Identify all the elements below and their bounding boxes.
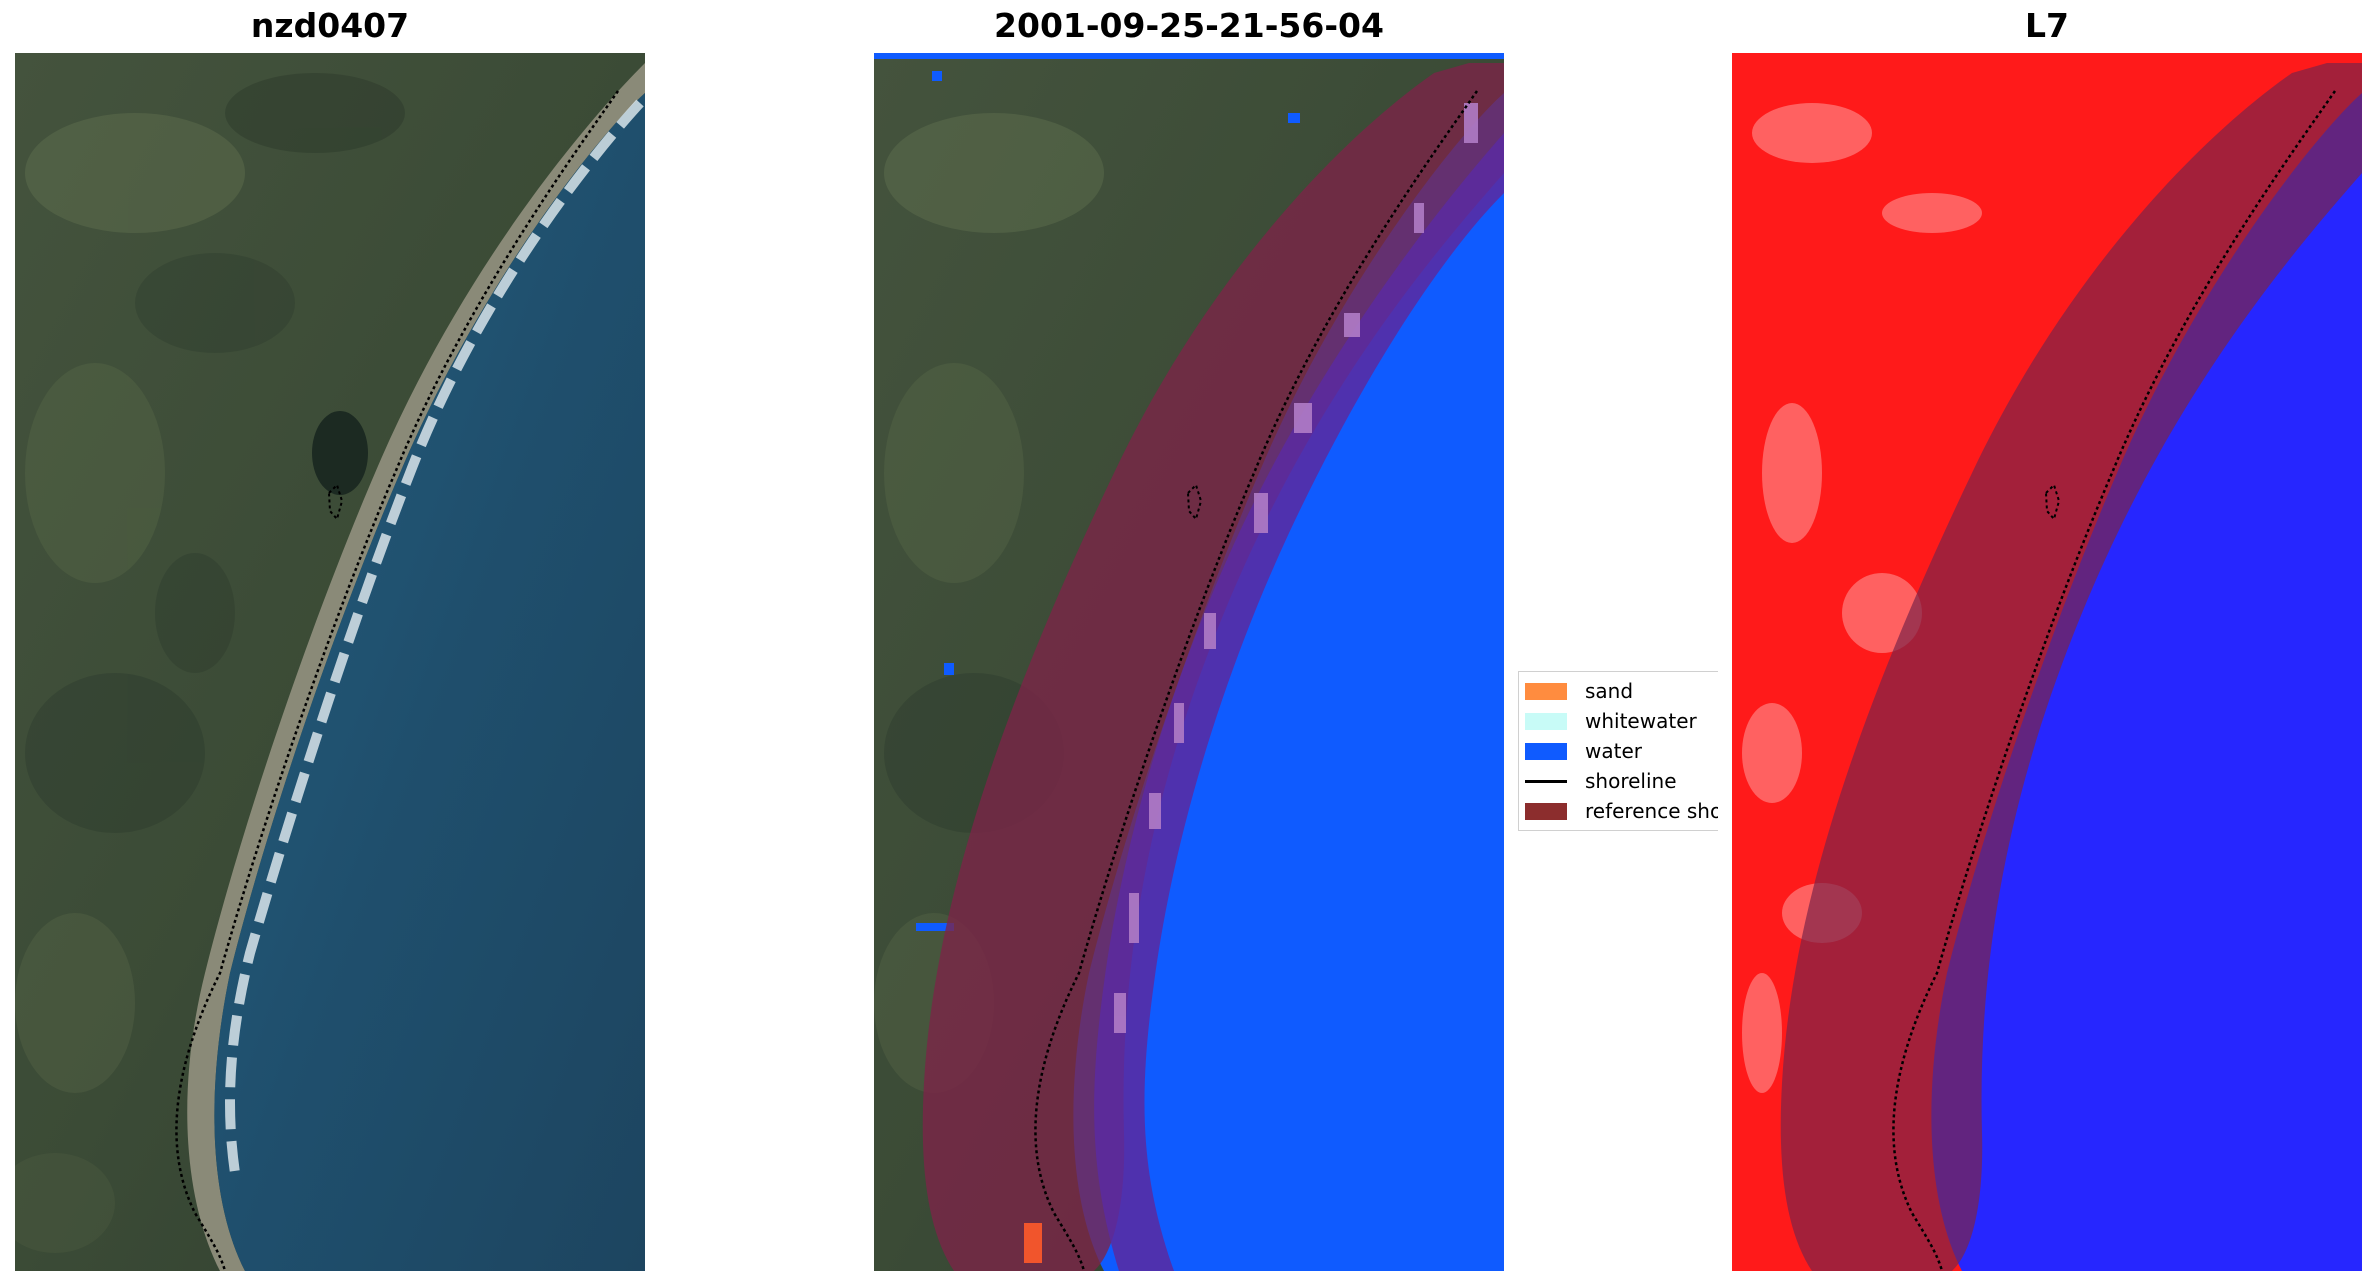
legend-label-sand: sand [1585,679,1634,703]
reference-shoreline-swatch [1525,802,1567,820]
legend-label-shoreline: shoreline [1585,769,1677,793]
water-swatch [1525,742,1567,760]
water-class-top [874,53,1504,59]
index-land-texture [1742,103,1982,1093]
dark-lake [312,411,368,495]
panel-title-classified: 2001-09-25-21-56-04 [994,6,1384,45]
legend-item-reference-shoreline-buffer: reference shoreline buffer [1525,798,1718,824]
legend-label-water: water [1585,739,1642,763]
shoreline-swatch [1525,779,1567,783]
legend-item-water: water [1525,738,1642,764]
buffer [1780,63,2362,1271]
classified-image-panel [874,53,1504,1271]
classified-image [874,53,1504,1271]
rgb-image [15,53,645,1271]
legend-item-whitewater: whitewater [1525,708,1697,734]
shoreline-line [1034,90,1479,1271]
panel-title-index: L7 [2025,6,2069,45]
legend-item-shoreline: shoreline [1525,768,1677,794]
whitewater [225,99,644,1174]
legend-label-whitewater: whitewater [1585,709,1697,733]
water-class [1073,93,1504,1271]
sand-swatch [1525,682,1567,700]
whitewater-swatch [1525,712,1567,730]
index-image [1732,53,2362,1271]
index-water [1931,93,2362,1271]
lake-shoreline [327,483,344,522]
legend: sand whitewater water shoreline referenc… [1518,671,1718,831]
panel-title-rgb: nzd0407 [250,6,410,45]
legend-item-sand: sand [1525,678,1633,704]
buffer-water-overlap [1094,133,1504,1271]
whitewater-speckles [1114,103,1478,1033]
terrain-texture [15,73,405,1253]
buffer [922,63,1504,1271]
legend-label-reference-shoreline: reference shoreline buffer [1585,799,1718,823]
rgb-image-panel [15,53,645,1271]
sea [214,93,645,1271]
shoreline-line [1892,90,2337,1271]
shoreline-line [175,90,620,1271]
index-image-panel [1732,53,2362,1271]
sand-class [1024,1223,1042,1263]
